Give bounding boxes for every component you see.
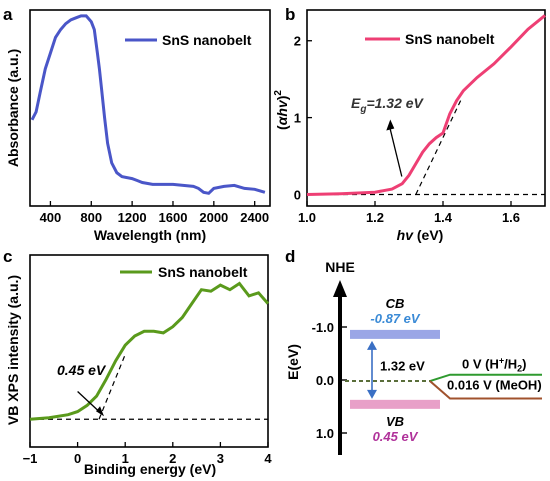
panel-c-x-tick-label: 1 — [122, 451, 129, 466]
panel-a-x-tick-label: 2000 — [199, 210, 228, 225]
panel-c-x-axis-label: Binding energy (eV) — [84, 461, 216, 477]
panel-d-y-tick-label: 1.0 — [316, 426, 334, 441]
panel-d-meoh-level-label: 0.016 V (MeOH) — [447, 378, 542, 393]
panel-b-y-sup: 2 — [273, 90, 284, 96]
panel-c-frame — [29, 254, 269, 448]
panel-letter-b: b — [285, 5, 295, 24]
panel-d-cb-label: CB — [386, 296, 405, 311]
panel-a-series-line — [30, 14, 266, 195]
panel-d-diagram: NHE -1.0 0.0 1.0 E(eV) CB -0.87 eV VB 0.45… — [285, 259, 542, 455]
panel-b-x-hv: hv — [397, 227, 415, 243]
panel-letter-a: a — [3, 5, 13, 24]
panel-c-x-tick-label: 2 — [169, 451, 176, 466]
panel-b-legend-label: SnS nanobelt — [405, 31, 495, 47]
panel-c-x-ticks: −1 0 1 2 3 4 — [23, 442, 272, 466]
panel-b-x-tick-label: 1.0 — [298, 210, 316, 225]
panel-a-legend-label: SnS nanobelt — [162, 32, 252, 48]
panel-c-y-axis-label: VB XPS intensity (a.u.) — [5, 275, 21, 425]
panel-c-series-line — [29, 281, 270, 421]
panel-c-tangent-line — [98, 354, 126, 420]
panel-a-x-ticks: 400 800 1200 1600 2000 2400 — [40, 201, 269, 225]
panel-b-y-tick-label: 0 — [294, 187, 301, 202]
panel-b-eg-value: =1.32 eV — [366, 95, 424, 111]
panel-letter-c: c — [3, 247, 12, 266]
panel-b-y-open: ( — [274, 125, 290, 130]
panel-b-tangent-line — [415, 98, 463, 195]
panel-c-chart: −1 0 1 2 3 4 SnS nanobelt 0.45 eV Binding ene… — [5, 254, 272, 477]
panel-b-x-axis-label: hv (eV) — [397, 227, 444, 243]
panel-b-eg-symbol: E — [351, 95, 361, 111]
panel-c-onset-annotation: 0.45 eV — [57, 362, 107, 378]
panel-d-vb-value: 0.45 eV — [373, 429, 419, 444]
panel-b-x-unit: (eV) — [413, 227, 443, 243]
panel-d-h-level-label: 0 V (H+/H2) — [462, 356, 526, 374]
panel-d-h-sup: + — [499, 356, 504, 366]
panel-c-legend-label: SnS nanobelt — [158, 264, 248, 280]
panel-b-eg-subscript: g — [359, 104, 366, 115]
panel-c-x-tick-label: 0 — [74, 451, 81, 466]
panel-b-y-tick-label: 1 — [294, 111, 301, 126]
panel-b-series-line — [306, 14, 546, 196]
panel-d-y-ticks: -1.0 0.0 1.0 — [312, 320, 347, 441]
panel-d-y-tick-label: -1.0 — [312, 320, 334, 335]
panel-d-h-post: ) — [522, 357, 526, 372]
panel-c-x-tick-label: 3 — [217, 451, 224, 466]
panel-a-x-tick-label: 2400 — [240, 210, 269, 225]
panel-d-gap-label: 1.32 eV — [380, 358, 425, 373]
panel-a-frame — [29, 9, 271, 207]
panel-d-gap-arrowhead-up — [367, 340, 377, 350]
panel-a-x-axis-label: Wavelength (nm) — [94, 227, 206, 243]
panel-c-x-tick-label: −1 — [23, 451, 38, 466]
panel-b-frame — [306, 9, 546, 207]
panel-b-x-tick-label: 1.2 — [366, 210, 384, 225]
panel-c-x-tick-label: 4 — [264, 451, 272, 466]
panel-a-x-tick-label: 400 — [40, 210, 62, 225]
panel-b-x-tick-label: 1.6 — [502, 210, 520, 225]
panel-b-eg-annotation: Eg=1.32 eV — [351, 95, 425, 115]
panel-b-y-axis-label: (αhv)2 — [273, 90, 290, 130]
panel-b-annotation-arrowhead — [386, 119, 395, 131]
panel-b-chart: 1.0 1.2 1.4 1.6 0 1 2 SnS nanobelt Eg=1.32 eV… — [273, 9, 546, 243]
panel-a-x-tick-label: 800 — [80, 210, 102, 225]
panel-d-cb-value: -0.87 eV — [370, 311, 420, 326]
panel-b-y-close: ) — [274, 96, 290, 101]
panel-d-h-mid: /H — [504, 357, 517, 372]
panel-d-gap-arrowhead-down — [367, 389, 377, 399]
panel-d-axis-arrowhead — [333, 280, 347, 297]
panel-d-nhe-label: NHE — [325, 259, 355, 275]
panel-a-x-tick-label: 1600 — [159, 210, 188, 225]
panel-b-y-alpha: α — [274, 115, 290, 125]
panel-b-annotation-arrow — [389, 129, 403, 177]
panel-d-vb-label: VB — [386, 414, 404, 429]
panel-d-h-sub: 2 — [517, 364, 522, 374]
panel-d-y-tick-label: 0.0 — [316, 373, 334, 388]
panel-d-h-level-line — [429, 373, 542, 383]
panel-d-vb-band — [350, 399, 440, 409]
panel-letter-d: d — [285, 247, 295, 266]
panel-c-annotation-arrowhead — [96, 406, 105, 417]
panel-d-cb-band — [350, 329, 440, 339]
panel-b-y-hv: hv — [274, 99, 290, 117]
panel-a-y-axis-label: Absorbance (a.u.) — [5, 49, 21, 167]
panel-a-chart: 400 800 1200 1600 2000 2400 SnS nanobelt Wave… — [5, 9, 271, 243]
panel-d-y-axis-label: E(eV) — [285, 344, 301, 380]
panel-b-x-tick-label: 1.4 — [434, 210, 453, 225]
panel-d-meoh-level-line — [429, 380, 542, 400]
panel-d-h-pre: 0 V (H — [462, 357, 499, 372]
panel-b-x-ticks: 1.0 1.2 1.4 1.6 — [298, 201, 520, 225]
panel-b-y-tick-label: 2 — [294, 34, 301, 49]
panel-b-y-ticks: 0 1 2 — [294, 34, 312, 202]
panel-a-x-tick-label: 1200 — [118, 210, 147, 225]
